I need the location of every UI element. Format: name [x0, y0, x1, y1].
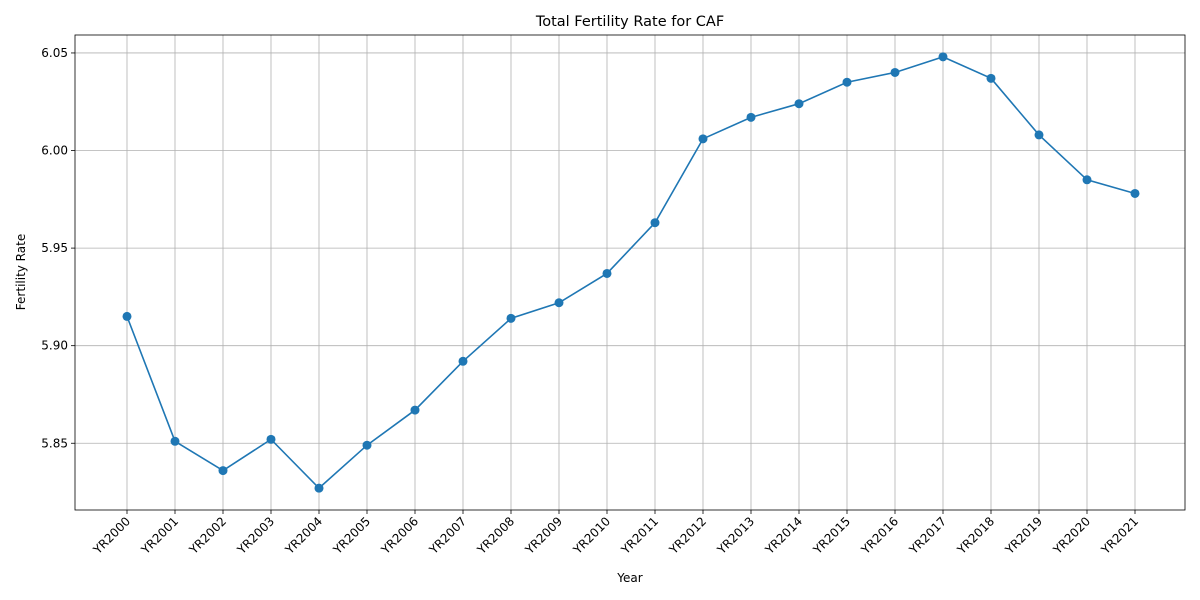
- x-axis-label: Year: [616, 571, 642, 585]
- y-tick-label: 6.00: [41, 144, 68, 158]
- chart-title: Total Fertility Rate for CAF: [535, 14, 724, 30]
- data-point: [410, 405, 420, 415]
- data-point: [458, 356, 468, 366]
- data-point: [698, 134, 708, 144]
- data-point: [986, 73, 996, 83]
- data-point: [1034, 130, 1044, 140]
- data-point: [266, 434, 276, 444]
- series-line: [126, 56, 1136, 490]
- y-tick-label: 5.95: [41, 241, 68, 255]
- plot-frame: [74, 34, 1186, 511]
- data-point: [602, 268, 612, 278]
- data-point: [1130, 188, 1140, 198]
- y-axis-label: Fertility Rate: [14, 234, 28, 310]
- data-point: [794, 99, 804, 109]
- data-point: [842, 77, 852, 87]
- data-point: [362, 440, 372, 450]
- data-point: [314, 483, 324, 493]
- data-point: [506, 313, 516, 323]
- data-point: [554, 298, 564, 308]
- y-tick-label: 6.05: [41, 46, 68, 60]
- y-tick-label: 5.90: [41, 339, 68, 353]
- data-point: [650, 218, 660, 228]
- data-point: [938, 52, 948, 62]
- y-axis-ticks: 5.85 5.90 5.95 6.00 6.05: [41, 46, 75, 450]
- series-layer: [122, 52, 1140, 493]
- data-point: [122, 311, 132, 321]
- data-point: [170, 436, 180, 446]
- data-point: [218, 466, 228, 476]
- y-tick-label: 5.85: [41, 436, 68, 450]
- data-point: [890, 67, 900, 77]
- data-point: [1082, 175, 1092, 185]
- data-point: [746, 112, 756, 122]
